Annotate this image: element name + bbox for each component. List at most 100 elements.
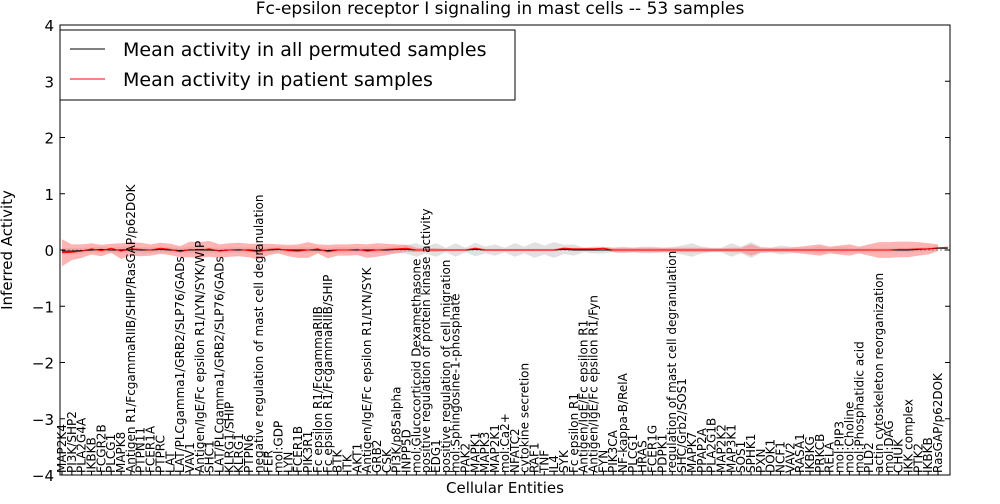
x-tick-label: Fc epsilon R1 <box>567 393 581 473</box>
x-tick-label: SPHK1 <box>744 434 758 473</box>
x-tick-label: Antigen/IgE/Fc epsilon R1/LYN/SYK/WIP <box>193 241 207 473</box>
x-tick-label: KLRG1/SHIP <box>222 402 236 473</box>
x-tick-label: RasGAP/p62DOK <box>931 372 945 473</box>
patient-range-band <box>62 239 938 267</box>
x-tick-label: Antigen/IgE/Fc epsilon R1/Fyn <box>587 295 601 473</box>
x-tick-label: PI3K/p85alpha <box>390 387 404 473</box>
x-tick-label: MAPK1 <box>468 432 482 473</box>
x-tick-label: RELA <box>823 441 837 473</box>
y-tick-label: −1 <box>32 298 54 316</box>
x-tick-label: VAV1 <box>183 442 197 473</box>
x-tick-label: FYN <box>596 450 610 473</box>
y-tick-label: 1 <box>44 186 54 204</box>
y-tick-label: 4 <box>44 17 54 35</box>
x-tick-label: FCER1A <box>144 425 158 473</box>
x-tick-label: FCER1B <box>291 426 305 473</box>
x-tick-label: regulation of mast cell degranulation <box>665 251 679 473</box>
x-tick-label: IKK complex <box>902 399 916 473</box>
x-tick-label: LAT/PLCgamma1/GRB2/SLP76/GADs <box>173 256 187 473</box>
x-tick-label: SHC/Grb2/SOS1 <box>675 378 689 473</box>
x-tick-label: PAK2 <box>459 443 473 473</box>
x-tick-label: MAPK7 <box>685 432 699 473</box>
x-tick-label: PTPN11 <box>134 427 148 473</box>
x-tick-label: PTPRC <box>153 435 167 473</box>
x-axis-label: Cellular Entities <box>446 479 564 497</box>
x-tick-label: MAP2K4 <box>55 424 69 473</box>
x-tick-label: mol:Ca2+ <box>498 413 512 473</box>
x-tick-label: negative regulation of mast cell degranu… <box>252 194 266 473</box>
x-tick-label: mol:Choline <box>842 402 856 473</box>
x-tick-label: PIK3R1 <box>301 431 315 473</box>
x-tick-label: INPP5D <box>400 429 414 473</box>
x-tick-label: SOS1 <box>734 441 748 473</box>
x-tick-label: cytokine secretion <box>518 363 532 473</box>
x-tick-label: NF-kappa-B/RelA <box>616 372 630 473</box>
x-tick-label: AKT1 <box>350 443 364 473</box>
x-tick-label: IKBKB <box>85 437 99 473</box>
y-tick-label: 0 <box>44 242 54 260</box>
x-tick-label: FCGR2B <box>94 424 108 473</box>
x-tick-label: Antigen/IgE/Fc epsilon R1/LYN/SYK <box>360 266 374 473</box>
x-tick-label: mol:GDP <box>272 421 286 473</box>
x-tick-label: PLCG1 <box>626 434 640 473</box>
x-tick-label: PLA2G4A <box>75 417 89 473</box>
x-tick-label: PPAP2A <box>695 427 709 473</box>
x-tick-label: mol:Phosphatidic acid <box>852 341 866 473</box>
x-tick-label: positive regulation of cell migration <box>439 260 453 473</box>
y-tick-label: −4 <box>32 467 54 485</box>
x-tick-label: PI3K/SHP2 <box>65 411 79 473</box>
lines-layer <box>60 246 950 254</box>
x-tick-label: TNF <box>537 450 551 474</box>
legend-box <box>59 29 516 101</box>
y-tick-label: 2 <box>44 130 54 148</box>
x-tick-label: CSK <box>380 448 394 473</box>
x-axis: MAP2K4PI3K/SHP2PLA2G4AIKBKBFCGR2BPLCG1MA… <box>55 183 945 475</box>
x-tick-label: BTK <box>331 448 345 473</box>
x-tick-label: NCF1 <box>774 441 788 473</box>
x-tick-label: mol:Glucocorticoid Dexamethasone <box>409 259 423 473</box>
x-tick-label: PLCG1 <box>104 434 118 473</box>
x-tick-label: PDPK1 <box>655 434 669 473</box>
y-axis-label: Inferred Activity <box>0 190 16 310</box>
x-tick-label: SHC1 <box>203 440 217 473</box>
x-tick-label: RAF1 <box>527 442 541 473</box>
x-tick-label: FER <box>262 450 276 473</box>
x-tick-label: VAV2 <box>783 442 797 473</box>
x-tick-label: PTK2 <box>911 443 925 473</box>
x-tick-label: positive regulation of protein kinase ac… <box>419 209 433 473</box>
x-tick-label: actin cytoskeleton reorganization <box>872 273 886 473</box>
x-tick-label: PTPN6 <box>242 435 256 473</box>
x-tick-label: FCER1G <box>646 425 660 473</box>
x-tick-label: PLD2 <box>862 442 876 473</box>
x-tick-label: MAPK3 <box>478 432 492 473</box>
legend-label-patient: Mean activity in patient samples <box>123 69 433 91</box>
x-tick-label: ITK <box>340 453 354 473</box>
x-tick-label: Antigen/IgE/Fc epsilon R1 <box>577 320 591 473</box>
x-tick-label: Antigen R1/FcgammaRIIB/SHIP/RasGAP/p62DO… <box>124 183 138 473</box>
x-tick-label: KLRG1 <box>232 433 246 473</box>
chart-title: Fc-epsilon receptor I signaling in mast … <box>256 0 745 19</box>
x-tick-label: PIK3CA <box>606 429 620 473</box>
x-tick-label: LAT <box>163 451 177 473</box>
x-tick-label: PLA2G1B <box>705 418 719 473</box>
x-tick-label: CHUK <box>892 438 906 473</box>
series-line-patient <box>61 246 948 254</box>
x-tick-label: IKBKB <box>921 437 935 473</box>
x-tick-label: MAP2K1 <box>488 424 502 473</box>
x-tick-label: mol:PIP3 <box>833 421 847 473</box>
y-tick-label: −2 <box>32 355 54 373</box>
legend-label-permuted: Mean activity in all permuted samples <box>123 39 486 61</box>
y-tick-label: 3 <box>44 73 54 91</box>
y-axis: 4 3 2 1 0 −1 −2 −3 −4 <box>32 17 950 485</box>
x-tick-label: mol:Sphingosine-1-phosphate <box>449 294 463 474</box>
x-tick-label: EDG1 <box>429 439 443 473</box>
x-tick-label: LAT/PLCgamma1/GRB2/SLP76/GADs <box>213 256 227 473</box>
x-tick-label: DOK1 <box>764 439 778 473</box>
x-tick-label: Fc epsilon R1/FcgammaRIIB <box>311 306 325 473</box>
x-tick-label: HRAS <box>636 440 650 473</box>
x-tick-label: SYK <box>557 449 571 473</box>
x-tick-label: MAP3K1 <box>724 424 738 473</box>
x-tick-label: MAPK8 <box>114 432 128 473</box>
